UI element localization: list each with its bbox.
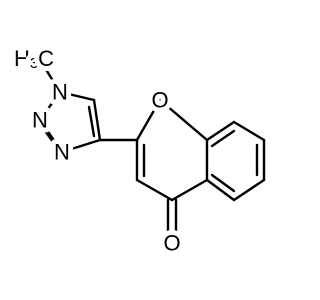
bond [205, 120, 236, 142]
bond [87, 105, 96, 138]
bond [92, 98, 102, 142]
bond [60, 138, 102, 154]
bond [158, 98, 209, 142]
bond [135, 178, 174, 202]
atom-ring-oxygen: O [151, 88, 168, 113]
methyl-h: H [14, 46, 30, 71]
atom-n1: N [52, 80, 68, 105]
bond [232, 178, 266, 202]
bonds [38, 58, 266, 242]
bond [58, 90, 96, 102]
bond [38, 58, 62, 94]
bond [210, 129, 236, 148]
bond [170, 178, 209, 202]
bond [205, 178, 236, 202]
atom-n2: N [32, 108, 48, 133]
methyl-subscript: 3 [30, 55, 38, 72]
bond [232, 120, 266, 142]
bond [38, 90, 62, 122]
methyl-c: C [38, 46, 54, 71]
methyl-label: H3C [14, 46, 54, 72]
structure-diagram: H3C N N N O O [9, 41, 266, 261]
atom-labels: H3C N N N O O [9, 41, 186, 261]
bond [210, 173, 236, 193]
atom-n3: N [54, 140, 70, 165]
bond [135, 98, 162, 142]
bond [38, 122, 58, 148]
atom-carbonyl-oxygen: O [163, 231, 180, 256]
bond [38, 118, 64, 154]
